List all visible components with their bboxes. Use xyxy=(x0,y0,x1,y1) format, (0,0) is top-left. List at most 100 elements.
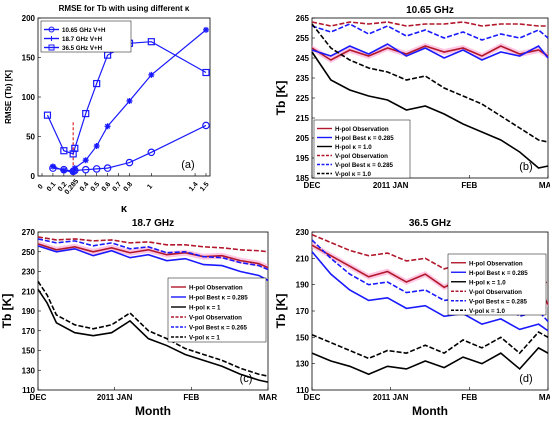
x-tick-label: MAR xyxy=(259,393,277,402)
series-line-c-4 xyxy=(37,238,269,271)
y-tick-label: 225 xyxy=(296,94,310,103)
series-line-b-4 xyxy=(311,23,549,41)
x-tick-label: 0.1 xyxy=(46,181,58,193)
legend-label: V-pol Observation xyxy=(469,289,522,296)
y-tick-label: 250 xyxy=(22,248,36,257)
panel-label-a: (a) xyxy=(181,159,194,171)
data-point xyxy=(82,109,90,118)
legend-label: 10.65 GHz V+H xyxy=(62,27,106,34)
legend-a: 10.65 GHz V+H 18.7 GHz V+H 36.5 GHz V+H xyxy=(40,20,132,53)
data-point xyxy=(93,79,101,88)
y-tick-label: 205 xyxy=(296,134,310,143)
x-axis-label: Month xyxy=(412,404,448,418)
x-axis-label: Month xyxy=(135,404,171,418)
data-point xyxy=(82,157,89,164)
x-tick-label: 1.4 xyxy=(188,181,200,193)
y-tick-label: 190 xyxy=(296,281,310,290)
legend-label: H-pol Observation xyxy=(189,285,243,292)
y-tick-label: 195 xyxy=(296,154,310,163)
y-tick-label: 230 xyxy=(296,228,310,237)
data-point xyxy=(103,164,112,172)
y-tick-label: 210 xyxy=(22,287,36,296)
series-line-d-5 xyxy=(311,331,549,360)
data-point xyxy=(71,165,78,172)
y-tick-label: 170 xyxy=(22,327,36,336)
chart-title-c: 18.7 GHz xyxy=(132,218,174,229)
y-tick-label: 0 xyxy=(31,172,36,181)
legend-label: 36.5 GHz V+H xyxy=(62,45,103,52)
data-point xyxy=(147,148,156,157)
legend-label: H-pol κ = 1.0 xyxy=(469,279,506,286)
x-axis-label: κ xyxy=(121,203,128,215)
series-line-b-5 xyxy=(311,23,549,143)
panel-b: 10.65 GHz 185 195 205 215 225 235 245 255 265 DEC 2… xyxy=(274,5,550,190)
y-tick-label: 150 xyxy=(22,347,36,356)
y-tick-label: 100 xyxy=(22,93,36,102)
panel-label-b: (b) xyxy=(519,161,532,173)
x-tick-label: 0.285 xyxy=(64,178,81,196)
x-tick-label: 0.6 xyxy=(101,181,113,193)
y-tick-label: 210 xyxy=(296,254,310,263)
x-tick-label: 2011 JAN xyxy=(97,393,133,402)
y-tick-label: 110 xyxy=(296,386,309,395)
series-line-d-2 xyxy=(311,346,549,376)
x-tick-label: FEB xyxy=(461,393,477,402)
data-point xyxy=(93,142,100,149)
legend-marker xyxy=(49,36,54,41)
y-tick-label: 270 xyxy=(22,228,36,237)
series-line-c-0 xyxy=(37,243,269,269)
x-tick-label: 1 xyxy=(146,183,154,191)
uncertainty-band xyxy=(312,43,548,63)
panel-label-d: (d) xyxy=(519,373,532,385)
data-point xyxy=(71,144,79,152)
x-tick-label: DEC xyxy=(304,393,321,402)
y-tick-label: 230 xyxy=(22,268,36,277)
series-line-a-1 xyxy=(52,29,207,173)
legend-label: H-pol Best κ = 0.285 xyxy=(189,295,248,302)
x-tick-label: FEB xyxy=(461,181,477,190)
panel-a: RMSE for Tb with using different κ 0 50 100… xyxy=(4,4,211,215)
data-point xyxy=(81,165,90,174)
legend-box xyxy=(447,253,547,316)
legend-label: V-pol Best κ = 0.265 xyxy=(189,325,248,332)
series-line-b-0 xyxy=(311,45,549,61)
data-point xyxy=(104,123,111,130)
y-tick-label: 110 xyxy=(22,386,35,395)
y-tick-label: 150 xyxy=(296,333,310,342)
data-point xyxy=(60,147,68,155)
data-point xyxy=(126,97,133,104)
legend-label: 18.7 GHz V+H xyxy=(62,36,103,43)
x-tick-label: 0.8 xyxy=(123,181,135,193)
legend-box xyxy=(167,277,267,343)
y-tick-label: 50 xyxy=(26,133,35,142)
y-tick-label: 190 xyxy=(22,307,36,316)
legend-b: H-pol Observation H-pol Best κ = 0.285 H-p… xyxy=(313,119,411,179)
x-tick-label: MAR xyxy=(539,393,550,402)
y-tick-label: 245 xyxy=(296,54,310,63)
legend-label: V-pol κ = 1 xyxy=(189,335,220,342)
y-tick-label: 235 xyxy=(296,74,310,83)
data-point xyxy=(92,165,101,173)
series-line-b-2 xyxy=(311,51,549,169)
data-point xyxy=(70,169,77,176)
chart-title-a: RMSE for Tb with using different κ xyxy=(59,4,190,13)
x-tick-label: 0.2 xyxy=(57,181,69,193)
data-point xyxy=(147,38,155,46)
x-tick-label: 0.5 xyxy=(90,181,102,193)
y-axis-label: Tb [K] xyxy=(274,294,288,329)
series-line-c-5 xyxy=(37,280,269,377)
x-tick-label: DEC xyxy=(304,181,321,190)
x-tick-label: 2011 JAN xyxy=(373,393,409,402)
series-line-b-3 xyxy=(311,21,548,27)
legend-label: V-pol κ = 1.0 xyxy=(335,171,372,178)
y-axis-label: Tb [K] xyxy=(0,294,14,329)
legend-label: H-pol Observation xyxy=(469,260,523,267)
legend-label: H-pol Observation xyxy=(335,126,389,133)
series-line-c-3 xyxy=(37,236,269,253)
y-tick-label: 185 xyxy=(296,174,310,183)
data-point xyxy=(202,121,210,130)
x-tick-label: FEB xyxy=(183,393,199,402)
data-point xyxy=(125,158,134,167)
x-tick-label: 0.7 xyxy=(112,181,124,193)
